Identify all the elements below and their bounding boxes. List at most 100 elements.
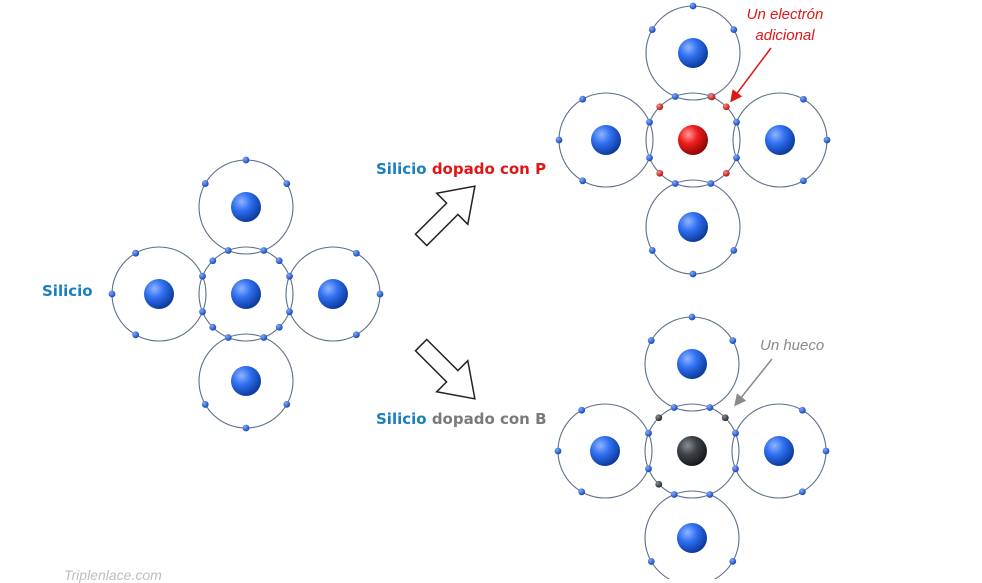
electron xyxy=(352,331,360,339)
silicon-atom-right xyxy=(765,125,795,155)
hole-pointer xyxy=(734,358,773,407)
bond-electron xyxy=(732,429,739,437)
bond-electron xyxy=(706,404,714,411)
electron xyxy=(689,270,697,278)
bond-electron xyxy=(645,465,652,473)
electron xyxy=(822,447,830,455)
bond-electron xyxy=(732,465,739,473)
b-doped-label: Silicio dopado con B xyxy=(376,410,547,428)
electron xyxy=(283,400,291,408)
phosphorus-electron xyxy=(722,103,730,111)
bond-electron xyxy=(733,118,740,126)
electron xyxy=(132,249,140,257)
phosphorus-electron xyxy=(656,103,664,111)
b-doped-label-prefix: Silicio xyxy=(376,410,427,428)
hole-note: Un hueco xyxy=(760,337,825,354)
bond-electron xyxy=(199,308,206,316)
boron-electron xyxy=(655,480,663,488)
orbit-center xyxy=(644,403,740,499)
phosphorus-electron xyxy=(656,169,664,177)
electron xyxy=(242,424,250,432)
bond-electron xyxy=(646,154,653,162)
bond-electron xyxy=(706,491,714,498)
electron xyxy=(242,156,250,164)
bond-electron xyxy=(286,272,293,280)
bond-electron xyxy=(670,491,678,498)
electron xyxy=(201,180,209,187)
electron xyxy=(798,488,806,496)
silicon-atom-left xyxy=(591,125,621,155)
electron xyxy=(798,406,806,414)
boron-electron xyxy=(655,414,663,422)
boron-electron xyxy=(721,414,729,422)
orbit-center xyxy=(198,246,294,342)
silicon-lattice-phosphorus-doped xyxy=(555,2,831,278)
silicon-lattice xyxy=(108,156,384,432)
electron xyxy=(730,26,738,34)
bond-electron xyxy=(645,429,652,437)
extra-electron-note-line2: adicional xyxy=(755,27,815,44)
electron xyxy=(729,557,737,565)
electron xyxy=(579,177,587,185)
bond-electron xyxy=(646,118,653,126)
b-doped-label-suffix: dopado con B xyxy=(431,410,547,428)
phosphorus-atom xyxy=(678,125,708,155)
electron xyxy=(201,401,209,408)
bond-electron xyxy=(707,180,715,187)
electron xyxy=(209,257,217,265)
extra-electron xyxy=(708,93,716,101)
electron xyxy=(352,249,360,257)
silicon-lattice-boron-doped xyxy=(554,313,830,579)
bond-electron xyxy=(671,180,679,187)
silicon-atom-bottom xyxy=(231,366,261,396)
electron xyxy=(275,323,283,331)
silicon-atom-left xyxy=(144,279,174,309)
silicio-label: Silicio xyxy=(42,282,93,300)
silicon-atom-top xyxy=(677,349,707,379)
electron xyxy=(132,331,140,339)
silicon-atom-top xyxy=(231,192,261,222)
bond-electron xyxy=(224,247,232,254)
bond-electron xyxy=(199,272,206,280)
electron xyxy=(647,558,655,565)
silicon-atom-top xyxy=(678,38,708,68)
electron xyxy=(799,177,807,185)
bond-electron xyxy=(260,334,268,341)
electron xyxy=(799,95,807,103)
electron xyxy=(729,337,737,345)
p-doped-label-suffix: dopado con P xyxy=(431,160,547,178)
silicon-atom-bottom xyxy=(678,212,708,242)
silicon-atom-right xyxy=(318,279,348,309)
silicon-atom-bottom xyxy=(677,523,707,553)
watermark: Triplenlace.com xyxy=(64,567,162,583)
electron xyxy=(688,313,696,321)
boron-atom xyxy=(677,436,707,466)
electron xyxy=(689,2,697,10)
orbit-center xyxy=(645,92,741,188)
electron xyxy=(579,95,587,103)
electron xyxy=(647,337,655,344)
extra-electron-pointer xyxy=(730,47,772,103)
arrow-up-right-icon xyxy=(414,185,476,247)
electron xyxy=(554,447,562,455)
electron xyxy=(648,247,656,254)
electron xyxy=(730,246,738,254)
electron xyxy=(555,136,563,144)
p-doped-label: Silicio dopado con P xyxy=(376,160,546,178)
bond-electron xyxy=(260,247,268,254)
bond-electron xyxy=(671,93,679,100)
electron xyxy=(108,290,116,298)
silicon-atom-left xyxy=(590,436,620,466)
extra-electron-note-line1: Un electrón xyxy=(746,6,824,23)
electron xyxy=(209,323,217,331)
bond-electron xyxy=(733,154,740,162)
phosphorus-electron xyxy=(722,169,730,177)
silicon-atom-center xyxy=(231,279,261,309)
electron xyxy=(283,180,291,188)
bond-electron xyxy=(670,404,678,411)
electron xyxy=(578,488,586,496)
electron xyxy=(823,136,831,144)
orbit-bottom xyxy=(644,490,740,579)
electron xyxy=(275,257,283,265)
extra-electron-note: Un electrón adicional xyxy=(733,4,837,46)
